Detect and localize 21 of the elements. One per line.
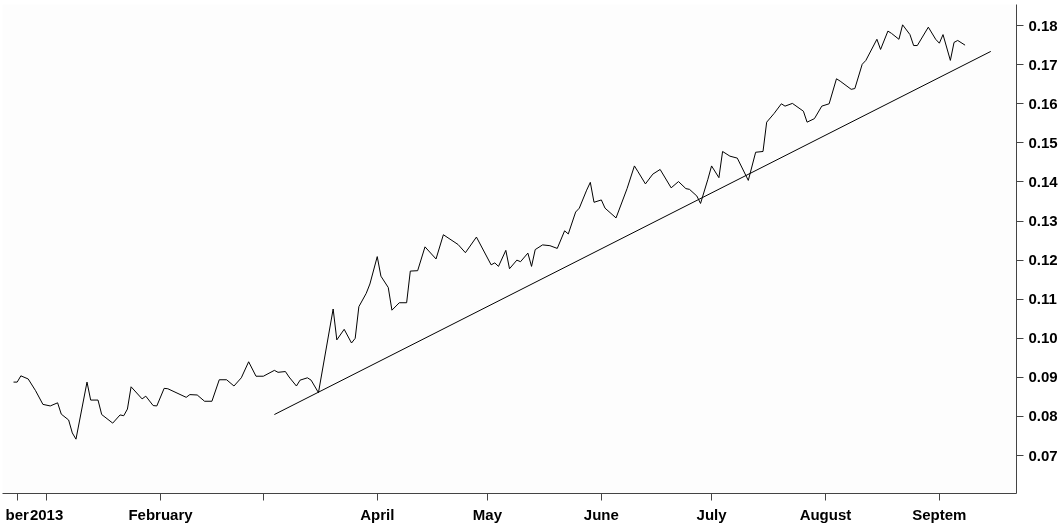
y-tick-label: 0.09 [1028,368,1058,386]
y-tick-label: 0.14 [1028,172,1059,190]
y-tick-label: 0.18 [1028,16,1058,34]
x-tick-label: Septem [912,505,967,523]
y-tick-label: 0.08 [1028,407,1058,425]
x-tick-label: ber [5,505,30,523]
x-tick-label: August [799,505,852,523]
y-tick-label: 0.17 [1028,55,1058,73]
x-tick-label: June [583,505,619,523]
y-tick-label: 0.11 [1028,290,1057,308]
y-tick-label: 0.10 [1028,329,1058,347]
x-tick-label: July [696,505,728,523]
x-tick-label: February [128,505,194,523]
x-tick-label: 2013 [29,505,64,523]
y-tick-label: 0.15 [1028,133,1058,151]
y-tick-label: 0.07 [1028,446,1058,464]
y-tick-label: 0.16 [1028,94,1058,112]
x-tick-label: April [360,505,395,523]
y-tick-label: 0.12 [1028,251,1058,269]
y-tick-label: 0.13 [1028,212,1058,230]
x-tick-label: May [472,505,503,523]
